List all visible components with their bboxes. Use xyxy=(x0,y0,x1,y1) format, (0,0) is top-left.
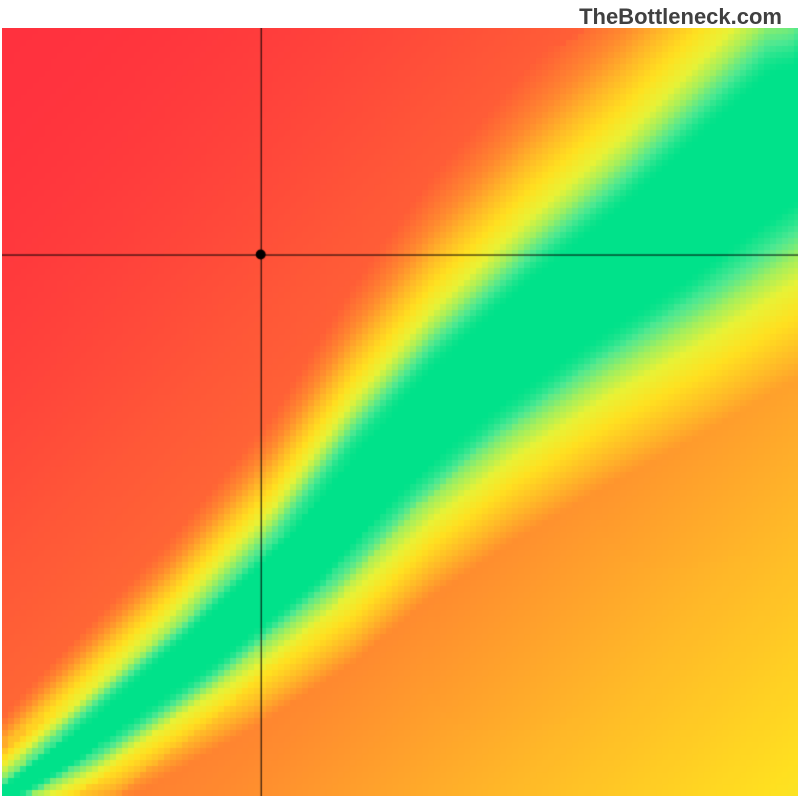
heatmap-canvas xyxy=(2,28,798,796)
bottleneck-heatmap xyxy=(2,28,798,796)
watermark: TheBottleneck.com xyxy=(579,4,782,30)
